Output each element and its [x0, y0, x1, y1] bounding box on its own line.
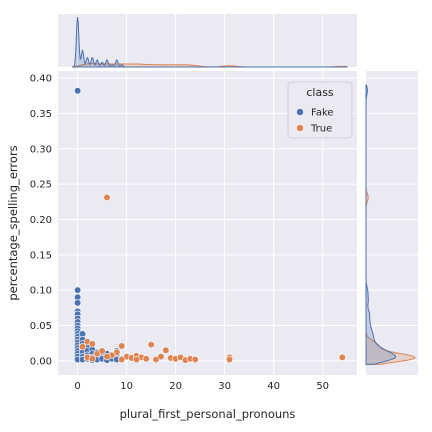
- y-tick-label: 0.00: [30, 356, 52, 367]
- point-true: [88, 340, 96, 348]
- y-tick-label: 0.05: [30, 321, 52, 332]
- top-marginal-kde: [58, 14, 357, 68]
- legend-title: class: [306, 86, 334, 99]
- y-tick-label: 0.40: [30, 74, 52, 85]
- legend-label-true: True: [310, 124, 332, 135]
- point-true: [118, 355, 126, 364]
- point-true: [118, 342, 126, 350]
- point-true: [162, 346, 170, 354]
- point-true: [142, 355, 150, 363]
- point-true: [103, 353, 111, 361]
- x-tick-label: 30: [218, 381, 231, 392]
- point-true: [88, 355, 96, 363]
- point-true: [157, 353, 165, 361]
- point-true: [191, 355, 199, 364]
- point-fake: [74, 286, 82, 294]
- y-tick-label: 0.15: [30, 250, 52, 261]
- x-tick-label: 20: [169, 381, 182, 392]
- y-axis-label: percentage_spelling_errors: [6, 145, 20, 300]
- legend-label-fake: Fake: [311, 108, 334, 119]
- x-tick-label: 40: [267, 381, 280, 392]
- main-scatter-axes: 0 10 20 30 40 50 0.00 0.05 0.10 0.15 0.20 0.25 0.30…: [30, 71, 357, 392]
- point-fake: [74, 299, 82, 307]
- x-axis-label: plural_first_personal_pronouns: [120, 407, 296, 421]
- y-tick-label: 0.10: [30, 286, 52, 297]
- y-tick-label: 0.30: [30, 144, 52, 155]
- legend-marker-true: [296, 124, 304, 132]
- x-tick-label: 50: [316, 381, 329, 392]
- right-marginal-kde: [365, 71, 418, 375]
- y-tick-label: 0.20: [30, 215, 52, 226]
- point-true: [225, 355, 234, 364]
- x-tick-label: 10: [120, 381, 133, 392]
- point-true: [132, 355, 141, 364]
- legend-marker-fake: [296, 108, 304, 116]
- point-true: [78, 343, 87, 351]
- legend: class Fake True: [287, 81, 353, 139]
- top-kde-fake-series: [72, 16, 348, 68]
- point-fake: [74, 87, 82, 95]
- y-tick-label: 0.35: [30, 109, 52, 120]
- point-true: [103, 193, 111, 202]
- legend-box: [287, 81, 353, 139]
- point-true: [147, 341, 155, 349]
- point-true: [338, 353, 346, 361]
- x-tick-label: 0: [74, 381, 80, 392]
- y-tick-label: 0.25: [30, 180, 52, 191]
- right-kde-fake-series: [365, 84, 397, 365]
- point-true: [98, 347, 106, 355]
